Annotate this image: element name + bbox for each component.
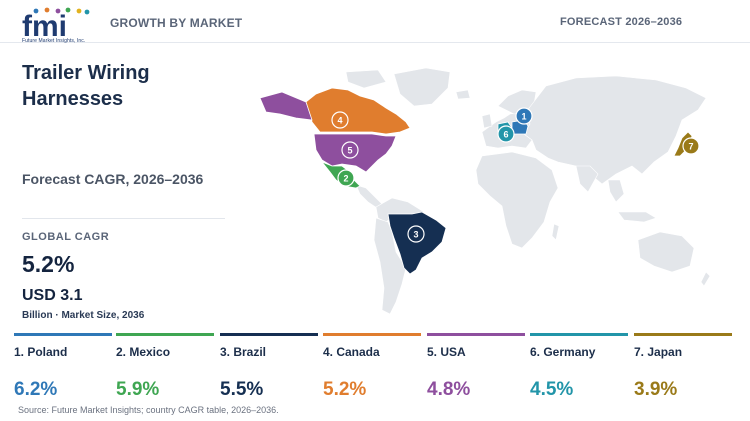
marker-brazil: 3 <box>407 225 425 243</box>
card-japan: 7. Japan 3.9% <box>634 333 732 403</box>
marker-poland: 1 <box>515 107 533 125</box>
marker-germany: 6 <box>497 125 515 143</box>
report-subtitle: Forecast CAGR, 2026–2036 <box>22 171 204 187</box>
land-africa <box>475 151 559 249</box>
country-brazil <box>387 211 447 275</box>
land-australia <box>637 231 695 273</box>
marker-mexico-label: 2 <box>343 174 348 184</box>
global-cagr-label: GLOBAL CAGR <box>22 231 110 243</box>
card-canada-value: 5.2% <box>323 379 367 400</box>
marker-germany-label: 6 <box>503 130 508 140</box>
land-uk <box>481 113 493 129</box>
forecast-period-label: FORECAST 2026–2036 <box>560 16 683 28</box>
card-brazil-value: 5.5% <box>220 379 264 400</box>
logo-people-icon <box>33 7 90 15</box>
world-map: 1 2 3 4 5 6 7 <box>259 67 711 315</box>
marker-usa-label: 5 <box>347 146 352 156</box>
card-japan-label: 7. Japan <box>634 345 683 359</box>
global-cagr-value: 5.2% <box>22 251 75 277</box>
marker-canada: 4 <box>331 111 349 129</box>
logo-wordmark: fmi <box>22 10 67 43</box>
logo-tagline: Future Market Insights, Inc. <box>22 38 86 44</box>
market-size-value: USD 3.1 <box>22 287 83 304</box>
country-canada <box>305 87 411 135</box>
header-title: GROWTH BY MARKET <box>110 16 243 30</box>
land-indonesia <box>617 211 657 223</box>
land-madagascar <box>551 223 560 241</box>
land-iceland <box>455 89 471 100</box>
country-usa-alaska <box>259 91 313 121</box>
summary-panel: Trailer Wiring Harnesses Forecast CAGR, … <box>0 44 240 334</box>
card-mexico: 2. Mexico 5.9% <box>116 333 214 403</box>
source-note: Source: Future Market Insights; country … <box>18 405 279 415</box>
card-japan-value: 3.9% <box>634 379 678 400</box>
marker-japan: 7 <box>682 137 700 155</box>
country-cards: 1. Poland 6.2% 2. Mexico 5.9% 3. Brazil … <box>0 333 750 403</box>
marker-brazil-label: 3 <box>413 230 418 240</box>
marker-usa: 5 <box>341 141 359 159</box>
marker-mexico: 2 <box>337 169 355 187</box>
card-usa-label: 5. USA <box>427 345 466 359</box>
land-india <box>575 165 599 193</box>
report-title: Trailer Wiring Harnesses <box>22 62 150 110</box>
market-size-caption: Billion · Market Size, 2036 <box>22 310 145 321</box>
card-germany-label: 6. Germany <box>530 345 596 359</box>
header-bar: fmi Future Market Insights, Inc. GROWTH … <box>0 0 750 44</box>
card-mexico-label: 2. Mexico <box>116 345 171 359</box>
card-germany-value: 4.5% <box>530 379 574 400</box>
base-land <box>345 67 711 315</box>
fmi-logo: fmi <box>22 7 90 43</box>
card-brazil-label: 3. Brazil <box>220 345 267 359</box>
card-brazil: 3. Brazil 5.5% <box>220 333 318 403</box>
summary-divider <box>22 218 225 219</box>
card-poland-label: 1. Poland <box>14 345 68 359</box>
marker-japan-label: 7 <box>688 142 693 152</box>
card-canada: 4. Canada 5.2% <box>323 333 421 403</box>
card-poland-value: 6.2% <box>14 379 58 400</box>
land-asia <box>523 75 707 185</box>
card-canada-label: 4. Canada <box>323 345 380 359</box>
card-usa-value: 4.8% <box>427 379 471 400</box>
land-central-america <box>355 184 383 209</box>
card-germany: 6. Germany 4.5% <box>530 333 628 403</box>
land-arctic-islands <box>345 69 387 89</box>
land-southeast-asia <box>607 179 625 203</box>
marker-poland-label: 1 <box>521 112 526 122</box>
card-usa: 5. USA 4.8% <box>427 333 525 403</box>
land-new-zealand <box>700 271 711 287</box>
card-mexico-value: 5.9% <box>116 379 160 400</box>
card-poland: 1. Poland 6.2% <box>14 333 112 403</box>
land-greenland <box>393 67 451 107</box>
marker-canada-label: 4 <box>337 116 342 126</box>
